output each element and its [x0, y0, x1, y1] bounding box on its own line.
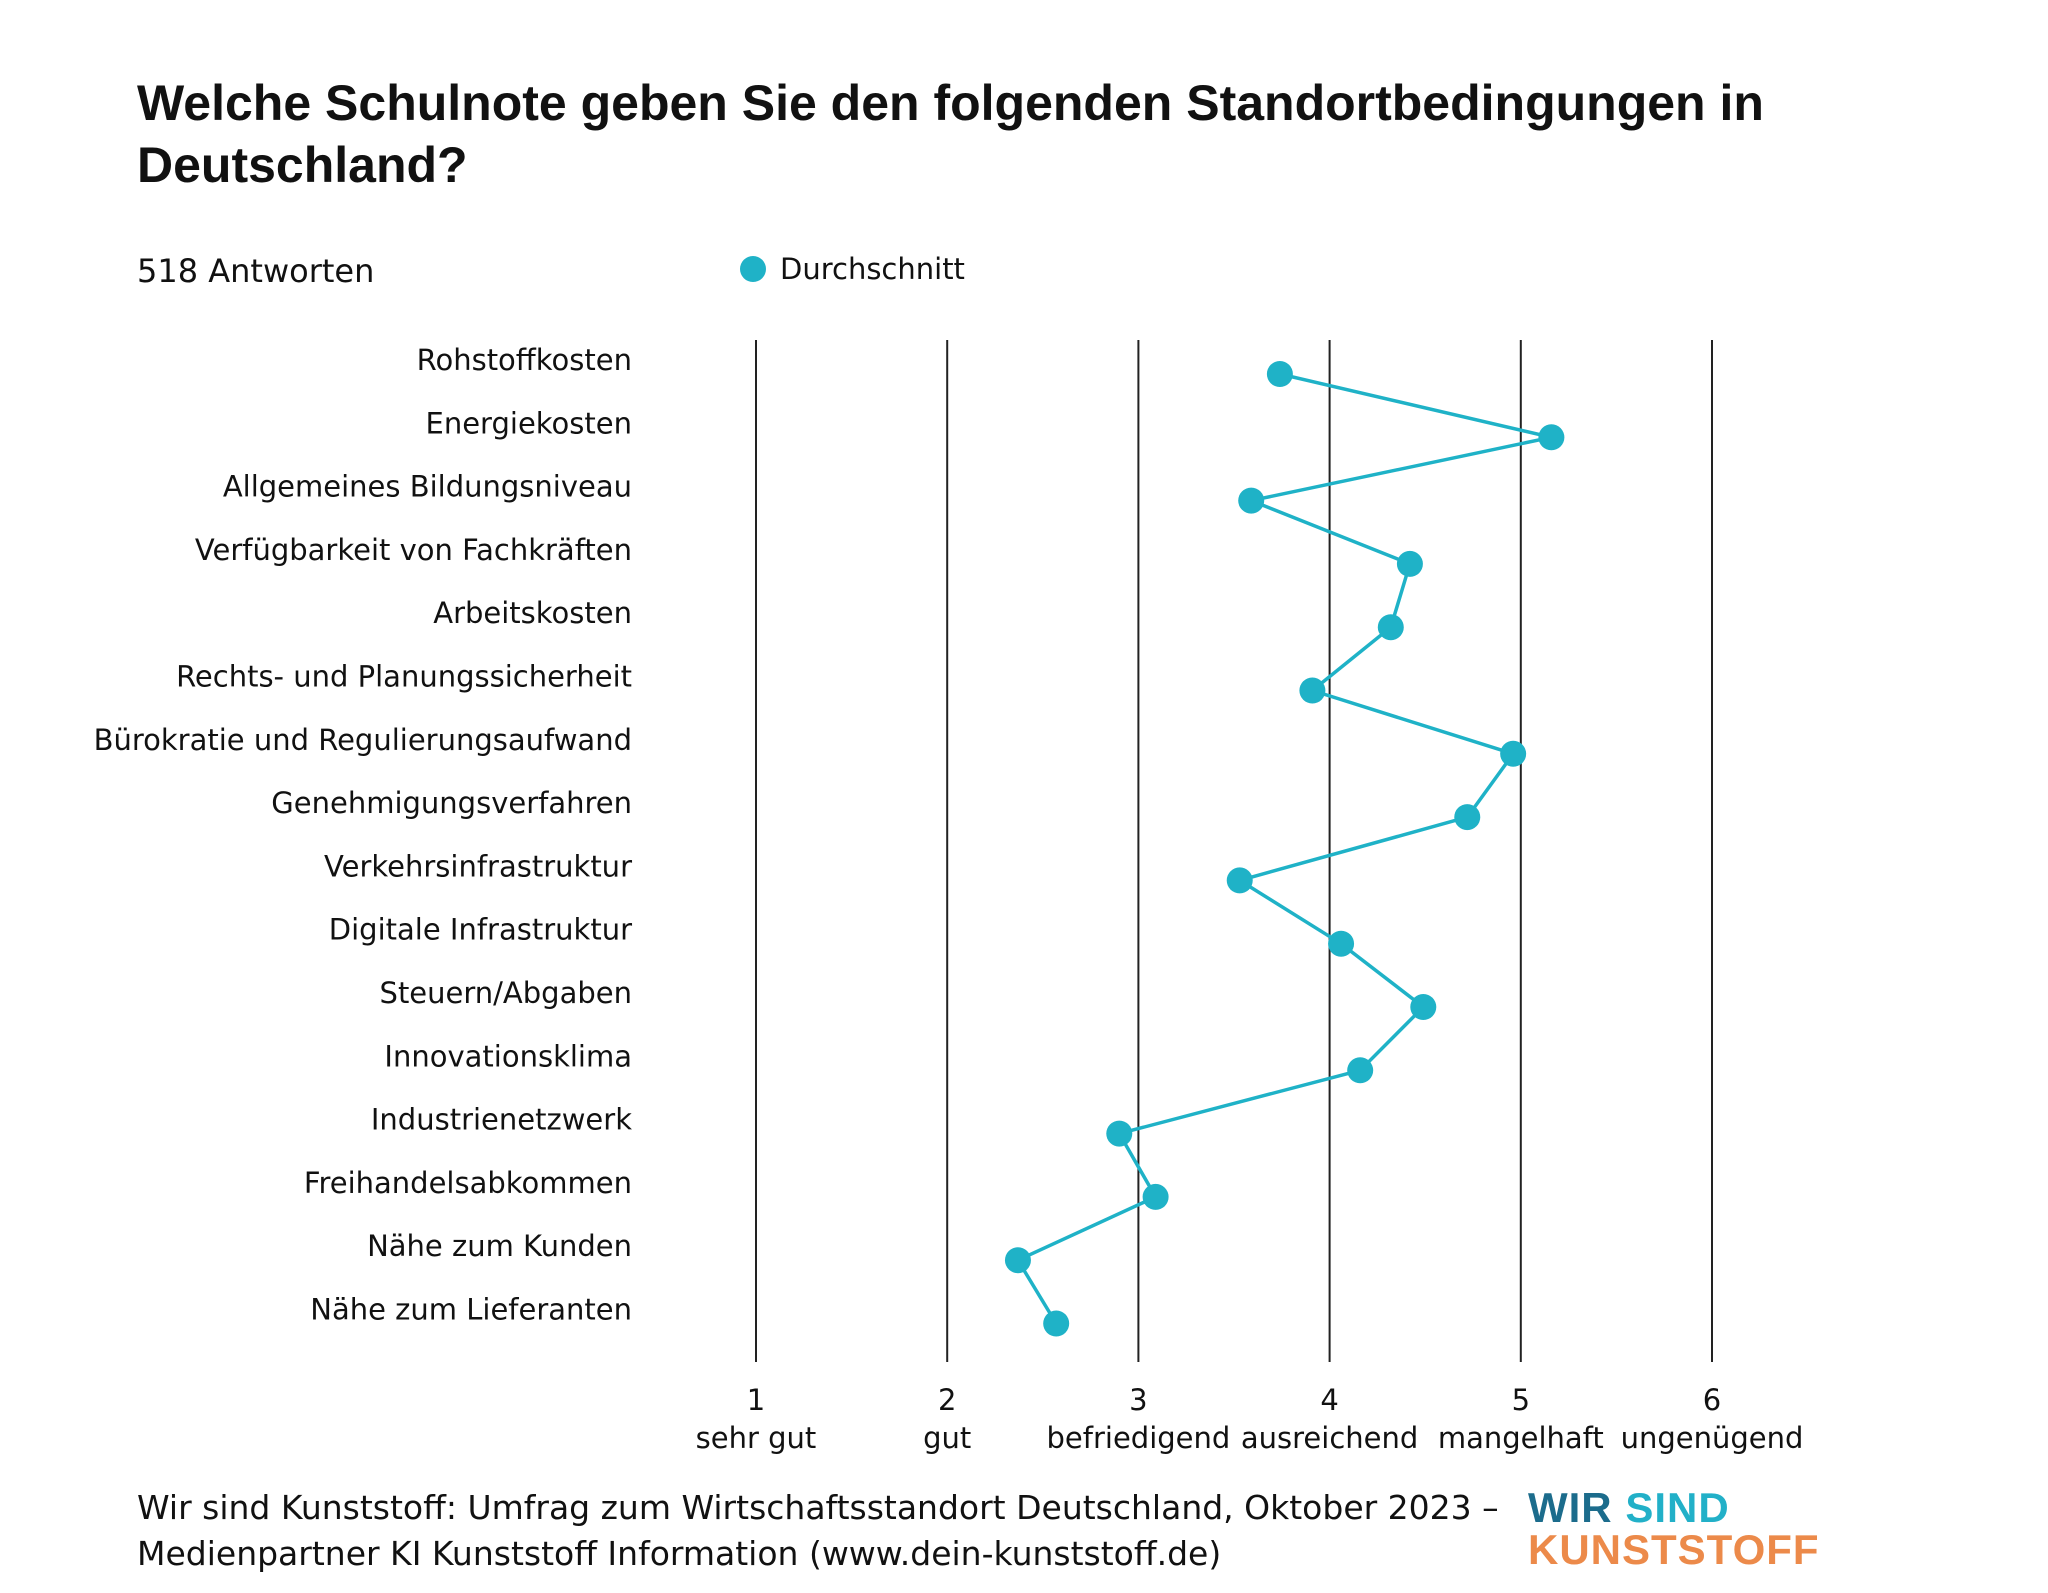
category-label: Genehmigungsverfahren	[271, 786, 632, 820]
x-tick-number: 1	[747, 1383, 765, 1417]
category-label: Nähe zum Lieferanten	[310, 1293, 632, 1327]
response-count: 518 Antworten	[137, 252, 375, 290]
category-label: Allgemeines Bildungsniveau	[223, 470, 632, 504]
x-tick-label: ausreichend	[1241, 1421, 1418, 1455]
category-label: Nähe zum Kunden	[367, 1229, 632, 1263]
category-label: Bürokratie und Regulierungsaufwand	[94, 723, 632, 757]
data-point	[1106, 1120, 1133, 1147]
data-point	[1238, 487, 1265, 514]
category-label: Verkehrsinfrastruktur	[324, 849, 632, 883]
legend-label: Durchschnitt	[780, 252, 965, 286]
data-point	[1538, 424, 1565, 451]
data-point	[1299, 677, 1326, 704]
source-note: Wir sind Kunststoff: Umfrag zum Wirtscha…	[137, 1485, 1499, 1577]
category-label: Verfügbarkeit von Fachkräften	[195, 533, 632, 567]
logo-word-kunststoff: KUNSTSTOFF	[1528, 1526, 1820, 1573]
data-point	[1396, 550, 1423, 577]
source-line-2: Medienpartner KI Kunststoff Information …	[137, 1534, 1222, 1573]
data-point	[1142, 1183, 1169, 1210]
chart-title: Welche Schulnote geben Sie den folgenden…	[137, 75, 1764, 193]
category-label: Rechts- und Planungssicherheit	[176, 660, 632, 694]
x-tick-number: 2	[938, 1383, 956, 1417]
data-point	[1266, 361, 1293, 387]
data-point	[1500, 740, 1527, 767]
x-tick-number: 6	[1703, 1383, 1721, 1417]
category-label: Digitale Infrastruktur	[329, 913, 632, 947]
category-label: Arbeitskosten	[433, 596, 632, 630]
data-point	[1004, 1247, 1031, 1274]
legend-marker	[740, 256, 766, 282]
x-tick-number: 3	[1129, 1383, 1147, 1417]
data-point	[1226, 867, 1253, 894]
data-point	[1043, 1310, 1070, 1337]
legend: Durchschnitt	[740, 252, 965, 286]
category-label: Industrienetzwerk	[371, 1103, 632, 1137]
wir-sind-kunststoff-logo: WIR SIND KUNSTSTOFF	[1528, 1487, 1820, 1571]
x-tick-label: befriedigend	[1047, 1421, 1231, 1455]
x-tick-label: gut	[923, 1421, 971, 1455]
category-label: Freihandelsabkommen	[304, 1166, 632, 1200]
source-line-1: Wir sind Kunststoff: Umfrag zum Wirtscha…	[137, 1488, 1499, 1527]
data-point	[1347, 1057, 1374, 1084]
data-point	[1410, 994, 1437, 1020]
category-label: Steuern/Abgaben	[380, 976, 632, 1010]
logo-word-sind: SIND	[1625, 1484, 1730, 1531]
logo-word-wir: WIR	[1528, 1484, 1613, 1531]
series-line-durchschnitt	[1016, 372, 1554, 1325]
dot-line-chart: Rohstoffkosten Energiekosten Allgemeines B…	[94, 340, 1804, 1455]
category-label: Energiekosten	[426, 406, 632, 440]
data-point	[1454, 804, 1481, 831]
category-label: Innovationsklima	[384, 1039, 632, 1073]
x-tick-label: ungenügend	[1621, 1421, 1804, 1455]
x-tick-number: 4	[1320, 1383, 1338, 1417]
data-point	[1328, 930, 1355, 957]
x-tick-label: mangelhaft	[1438, 1421, 1604, 1455]
x-tick-label: sehr gut	[696, 1421, 817, 1455]
x-tick-number: 5	[1512, 1383, 1530, 1417]
data-point	[1377, 614, 1404, 641]
category-label: Rohstoffkosten	[417, 343, 632, 377]
